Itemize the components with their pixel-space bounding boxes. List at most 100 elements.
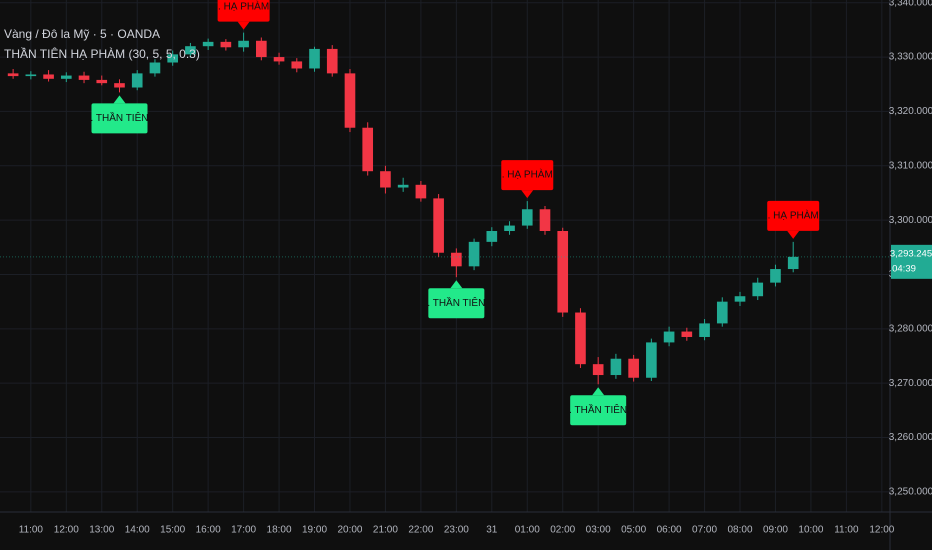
candle-body [433, 198, 444, 253]
signal-pointer [521, 190, 534, 199]
candle-body [380, 171, 391, 188]
candle-body [575, 312, 586, 365]
candle-body [557, 230, 569, 313]
candle-body [256, 40, 267, 58]
candle-body [770, 269, 781, 283]
x-tick-label: 20:00 [337, 525, 362, 536]
candle-body [220, 41, 232, 48]
candle-body [362, 127, 374, 172]
candle-body [43, 74, 54, 79]
price-tag [891, 244, 932, 279]
candle-body [486, 230, 498, 242]
indicator-label: THẦN TIÊN HẠ PHÀM (30, 5, 5, 0.3) [4, 46, 200, 61]
x-tick-label: 16:00 [196, 525, 221, 536]
candle-body [60, 75, 72, 79]
x-tick-label: 21:00 [373, 525, 398, 536]
candle-body [468, 241, 480, 267]
candle-body [628, 358, 639, 378]
candle-body [752, 282, 764, 297]
x-tick-label: 06:00 [657, 525, 682, 536]
signal-label: . HẠ PHÀM [767, 200, 820, 239]
x-tick-label: 02:00 [550, 525, 575, 536]
signal-text: . THẦN TIÊN [427, 296, 485, 309]
signal-label: . THẦN TIÊN [91, 95, 149, 134]
candle-body [344, 73, 356, 128]
candle-body [96, 79, 108, 84]
x-tick-label: 01:00 [515, 525, 540, 536]
candle-body [149, 62, 161, 74]
signal-text: . THẦN TIÊN [569, 403, 627, 416]
x-tick-label: 13:00 [89, 525, 114, 536]
candle-body [663, 331, 675, 343]
candle-body [699, 323, 710, 337]
signal-text: . THẦN TIÊN [91, 111, 149, 124]
x-tick-label: 23:00 [444, 525, 469, 536]
candle-body [610, 358, 622, 376]
candle-body [309, 48, 320, 69]
signal-label: . HẠ PHÀM [501, 160, 554, 199]
candle-body [185, 46, 196, 55]
signal-label: . THẦN TIÊN [427, 280, 485, 319]
price-tag-label: 3,293.245 [890, 248, 932, 259]
x-tick-label: 09:00 [763, 525, 788, 536]
x-tick-label: 08:00 [727, 525, 752, 536]
candle-body [397, 184, 409, 188]
y-tick-label: 3,250.000 [889, 487, 932, 498]
signal-text: . HẠ PHÀM [218, 0, 269, 12]
y-tick-label: 3,300.000 [889, 215, 932, 226]
signal-pointer [237, 21, 250, 30]
signal-box [501, 160, 554, 191]
candle-body [291, 61, 303, 69]
candle-body [787, 256, 799, 270]
signal-label: . THẦN TIÊN [569, 387, 627, 426]
y-tick-label: 3,340.000 [889, 0, 932, 8]
candle-body [78, 75, 90, 80]
candle-body [273, 57, 285, 62]
candle-body [504, 225, 515, 231]
signal-pointer [113, 95, 126, 104]
x-tick-label: 22:00 [408, 525, 433, 536]
x-tick-label: 05:00 [621, 525, 646, 536]
x-tick-label: 03:00 [586, 525, 611, 536]
candle-body [716, 301, 728, 324]
signal-text: . HẠ PHÀM [502, 168, 553, 181]
candle-body [539, 209, 551, 231]
y-tick-label: 3,280.000 [889, 323, 932, 334]
signal-box [428, 288, 485, 319]
chart-title: Vàng / Đô la Mỹ · 5 · OANDA [4, 27, 160, 41]
candle-body [238, 40, 249, 48]
candle-body [202, 41, 214, 47]
candle-body [681, 331, 693, 337]
candle-body [646, 342, 657, 378]
candle-body [451, 252, 462, 267]
signal-pointer [450, 280, 463, 289]
x-tick-label: 15:00 [160, 525, 185, 536]
signal-box [91, 103, 148, 134]
x-tick-label: 11:00 [834, 525, 859, 536]
x-tick-label: 12:00 [54, 525, 79, 536]
candle-body [167, 54, 178, 63]
candle-body [131, 73, 143, 88]
candle-body [592, 364, 604, 376]
y-tick-label: 3,330.000 [889, 52, 932, 63]
y-tick-label: 3,260.000 [889, 432, 932, 443]
y-tick-label: 3,270.000 [889, 378, 932, 389]
signal-label: . HẠ PHÀM [217, 0, 270, 30]
candle-body [521, 209, 533, 226]
countdown: 04:39 [892, 263, 916, 274]
candle-body [7, 73, 19, 77]
y-tick-label: 3,310.000 [889, 160, 932, 171]
signal-pointer [592, 387, 605, 396]
candle-body [326, 48, 338, 74]
signal-pointer [787, 230, 800, 239]
x-tick-label: 19:00 [302, 525, 327, 536]
candle-body [415, 184, 427, 199]
candle-body [734, 296, 746, 302]
x-tick-label: 12:00 [869, 525, 894, 536]
y-tick-label: 3,320.000 [889, 106, 932, 117]
signal-box [217, 0, 270, 22]
x-tick-label: 14:00 [125, 525, 150, 536]
candle-body [25, 74, 37, 77]
x-tick-label: 17:00 [231, 525, 256, 536]
